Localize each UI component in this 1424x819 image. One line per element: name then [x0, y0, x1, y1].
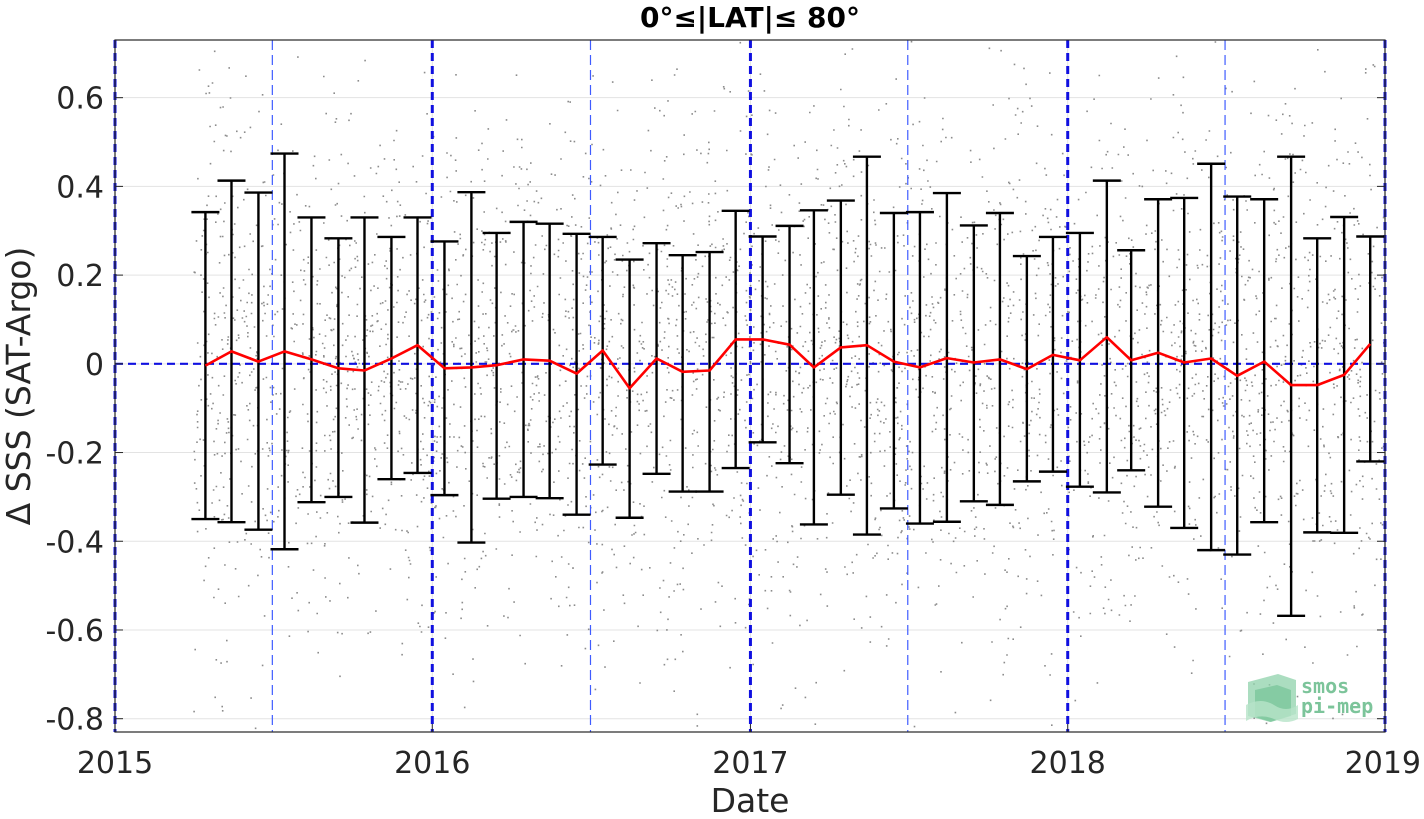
logo-line-1: smos — [1301, 674, 1349, 698]
y-tick-label: -0.4 — [45, 525, 104, 560]
error-bar — [695, 250, 724, 493]
monthly-mean-line — [204, 335, 1372, 390]
x-tick-label: 2016 — [394, 746, 470, 781]
x-tick-label: 2019 — [1345, 746, 1421, 781]
smos-pi-mep-logo: smos pi-mep — [1246, 674, 1373, 722]
y-tick-label: 0 — [85, 348, 104, 383]
y-tick-label: -0.2 — [45, 437, 104, 472]
x-tick-label: 2018 — [1030, 746, 1106, 781]
y-tick-label: 0.4 — [56, 170, 104, 205]
mean-line — [204, 335, 1372, 390]
x-tick-label: 2015 — [77, 746, 153, 781]
logo-emblem-icon — [1246, 674, 1298, 722]
error-bar — [1356, 235, 1385, 463]
y-axis-ticks: 0.6 0.4 0.2 0 -0.2 -0.4 -0.6 -0.8 — [45, 82, 1385, 738]
chart-title: 0°≤|LAT|≤ 80° — [640, 1, 860, 34]
x-axis-label: Date — [711, 781, 790, 819]
x-tick-label: 2017 — [712, 746, 788, 781]
y-tick-label: 0.2 — [56, 259, 104, 294]
error-bar — [668, 253, 697, 493]
y-tick-label: 0.6 — [56, 82, 104, 117]
x-axis-ticks: 2015 2016 2017 2018 2019 — [77, 724, 1421, 781]
y-axis-label: Δ SSS (SAT-Argo) — [0, 247, 38, 526]
y-tick-label: -0.8 — [45, 703, 104, 738]
y-tick-label: -0.6 — [45, 614, 104, 649]
logo-line-2: pi-mep — [1301, 694, 1373, 718]
error-bar — [1197, 162, 1226, 552]
